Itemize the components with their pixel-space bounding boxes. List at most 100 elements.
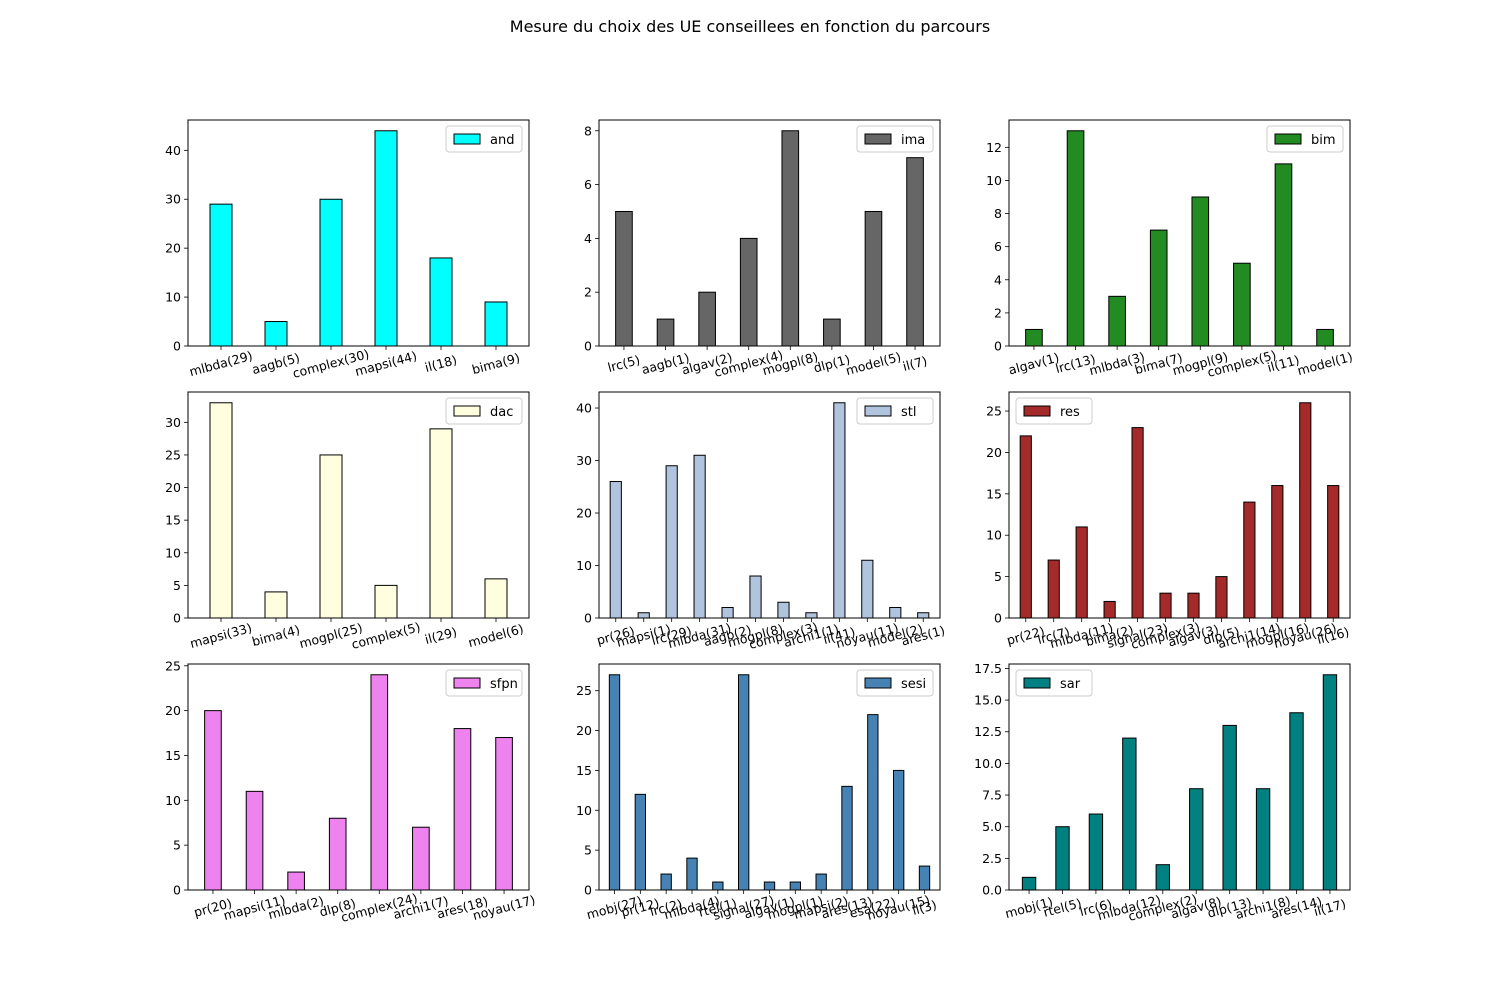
ytick-label: 5 xyxy=(994,569,1002,584)
subplot-sesi: 0510152025mobj(27)pr(12)lrc(2)mlbda(4)rt… xyxy=(576,663,941,923)
bar-dac-0 xyxy=(209,402,233,619)
ytick-label: 7.5 xyxy=(982,788,1002,803)
subplot-bim: 024681012algav(1)lrc(13)mlbda(3)bima(7)m… xyxy=(986,119,1354,380)
bar-sfpn-2 xyxy=(287,871,305,891)
legend-swatch xyxy=(864,677,892,689)
ytick-label: 25 xyxy=(576,683,592,698)
bar-dac-4 xyxy=(429,428,453,619)
legend: sfpn xyxy=(445,669,523,697)
legend-label: sar xyxy=(1060,677,1081,692)
legend: ima xyxy=(856,125,934,153)
xtick-label: mlbda(29) xyxy=(188,348,255,379)
bar-sfpn-7 xyxy=(495,737,513,891)
axes-frame xyxy=(187,663,530,891)
bar-ima-5 xyxy=(823,318,841,347)
bar-sfpn-3 xyxy=(328,817,347,891)
bar-sar-9 xyxy=(1322,674,1338,891)
bar-bim-5 xyxy=(1233,262,1251,347)
bar-bim-2 xyxy=(1108,295,1126,347)
bar-stl-11 xyxy=(917,612,930,619)
bar-res-5 xyxy=(1159,592,1172,619)
ytick-label: 2.5 xyxy=(982,851,1002,866)
bar-res-9 xyxy=(1271,485,1284,619)
ytick-label: 12.5 xyxy=(974,724,1002,739)
ytick-label: 30 xyxy=(165,415,181,430)
legend-label: res xyxy=(1060,405,1080,420)
ytick-label: 0 xyxy=(173,883,181,898)
ytick-label: 10.0 xyxy=(974,756,1002,771)
bar-sesi-6 xyxy=(763,881,776,891)
bar-stl-4 xyxy=(721,607,734,619)
legend: dac xyxy=(445,397,523,425)
bar-ima-6 xyxy=(864,210,883,347)
ytick-label: 40 xyxy=(165,143,181,158)
bar-and-3 xyxy=(374,130,398,347)
bar-bim-4 xyxy=(1191,196,1210,347)
bar-stl-8 xyxy=(833,402,846,619)
bar-sar-7 xyxy=(1255,788,1271,891)
bar-ima-1 xyxy=(656,318,675,347)
bar-and-5 xyxy=(484,301,508,347)
bar-bim-7 xyxy=(1316,328,1334,347)
xtick-label: bima(4) xyxy=(250,622,301,649)
subplot-and: 010203040mlbda(29)aagb(5)complex(30)maps… xyxy=(165,119,530,381)
bar-sfpn-6 xyxy=(453,728,472,891)
bar-res-10 xyxy=(1299,402,1312,619)
subplot-dac: 051015202530mapsi(33)bima(4)mogpl(25)com… xyxy=(165,391,530,652)
bar-sar-4 xyxy=(1155,864,1170,891)
bar-stl-2 xyxy=(665,465,678,619)
ytick-label: 6 xyxy=(584,177,592,192)
ytick-label: 0 xyxy=(173,611,181,626)
bar-bim-3 xyxy=(1149,229,1168,347)
ytick-label: 12 xyxy=(986,140,1002,155)
ytick-label: 6 xyxy=(994,239,1002,254)
bar-stl-3 xyxy=(693,454,706,619)
legend-box xyxy=(445,397,523,425)
ytick-label: 0 xyxy=(584,611,592,626)
legend-box xyxy=(856,125,934,153)
ytick-label: 15 xyxy=(165,513,181,528)
bar-res-7 xyxy=(1215,576,1228,619)
legend-swatch xyxy=(864,405,892,417)
figure-title: Mesure du choix des UE conseillees en fo… xyxy=(509,17,991,36)
bar-bim-1 xyxy=(1066,130,1085,347)
ytick-label: 5.0 xyxy=(982,819,1002,834)
legend-label: dac xyxy=(490,405,513,420)
ytick-label: 10 xyxy=(165,793,181,808)
ytick-label: 4 xyxy=(584,231,592,246)
legend-swatch xyxy=(1023,405,1051,417)
bar-sesi-3 xyxy=(686,857,698,891)
ytick-label: 5 xyxy=(173,838,181,853)
legend: bim xyxy=(1266,125,1344,153)
legend: sesi xyxy=(856,669,934,697)
subplot-ima: 02468lrc(5)aagb(1)algav(2)complex(4)mogp… xyxy=(584,119,941,380)
subplot-res: 0510152025pr(22)lrc(7)mlbda(11)bima(2)si… xyxy=(986,391,1351,652)
bar-sar-5 xyxy=(1189,788,1204,891)
bar-sesi-5 xyxy=(738,674,750,891)
bar-and-1 xyxy=(264,321,288,347)
ytick-label: 10 xyxy=(165,545,181,560)
axes-frame xyxy=(187,391,530,619)
ytick-label: 10 xyxy=(986,173,1002,188)
legend-swatch xyxy=(453,677,481,689)
ytick-label: 2 xyxy=(994,305,1002,320)
legend-swatch xyxy=(453,405,481,417)
ytick-label: 30 xyxy=(165,192,181,207)
legend-box xyxy=(1015,669,1093,697)
bar-dac-3 xyxy=(374,584,398,619)
bar-and-2 xyxy=(319,198,343,347)
ytick-label: 2 xyxy=(584,285,592,300)
bar-bim-0 xyxy=(1025,328,1043,347)
bar-sar-8 xyxy=(1289,712,1304,891)
axes-frame xyxy=(1008,663,1351,891)
bar-sar-1 xyxy=(1055,826,1070,891)
bar-res-3 xyxy=(1103,600,1116,619)
bar-res-0 xyxy=(1019,435,1032,619)
legend-label: bim xyxy=(1311,133,1336,148)
bar-sfpn-5 xyxy=(412,826,430,891)
ytick-label: 0.0 xyxy=(982,883,1002,898)
legend-label: and xyxy=(490,133,514,148)
bar-ima-4 xyxy=(781,130,800,347)
bar-ima-0 xyxy=(615,210,633,347)
